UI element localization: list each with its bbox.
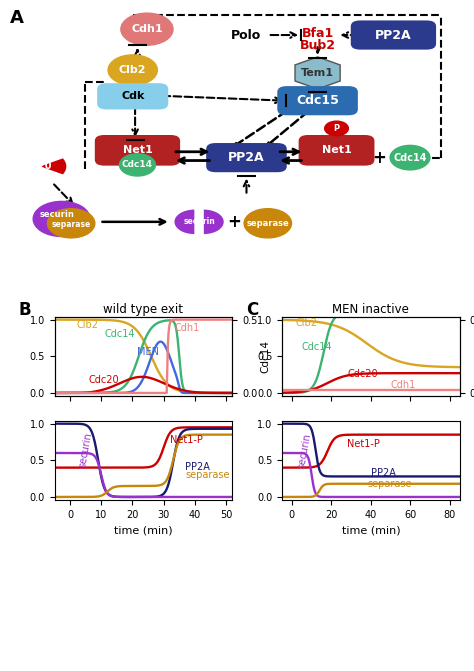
Text: Clb2: Clb2: [76, 321, 98, 330]
Text: separase: separase: [185, 470, 230, 480]
Text: securin: securin: [39, 210, 74, 219]
Text: Clb2: Clb2: [119, 65, 146, 75]
Text: +: +: [372, 148, 386, 166]
Text: Polo: Polo: [231, 29, 262, 42]
Text: Net1: Net1: [123, 146, 152, 155]
Text: Cdc14: Cdc14: [104, 329, 135, 340]
Circle shape: [108, 55, 157, 85]
Text: Cdc14: Cdc14: [122, 160, 153, 169]
FancyBboxPatch shape: [351, 20, 436, 50]
Text: PP2A: PP2A: [228, 151, 265, 164]
Text: Cdc14: Cdc14: [393, 152, 427, 162]
Text: P: P: [334, 124, 339, 133]
Text: +: +: [228, 213, 242, 231]
Text: securin: securin: [297, 433, 313, 470]
Text: Cdc15: Cdc15: [296, 94, 339, 107]
Text: Net1-P: Net1-P: [170, 435, 203, 446]
Text: Bub2: Bub2: [300, 39, 336, 52]
Text: Cdc20: Cdc20: [89, 374, 119, 384]
Text: securin: securin: [78, 431, 94, 468]
Circle shape: [244, 209, 292, 238]
Wedge shape: [174, 209, 194, 234]
Text: Cdk: Cdk: [121, 91, 145, 101]
Title: MEN inactive: MEN inactive: [332, 303, 410, 315]
Text: PP2A: PP2A: [375, 29, 412, 42]
Circle shape: [47, 209, 95, 238]
X-axis label: time (min): time (min): [342, 525, 400, 535]
Text: Cdh1: Cdh1: [131, 24, 163, 34]
Text: A: A: [9, 9, 23, 27]
Text: B: B: [19, 301, 32, 319]
Text: Cdh1: Cdh1: [391, 380, 416, 390]
Text: separase: separase: [246, 219, 289, 227]
Text: Tem1: Tem1: [301, 68, 334, 78]
Y-axis label: Cdc14: Cdc14: [260, 340, 270, 373]
Wedge shape: [40, 158, 66, 174]
Circle shape: [325, 121, 348, 136]
Text: Cdc14: Cdc14: [302, 342, 332, 352]
Circle shape: [33, 201, 90, 236]
Text: Net1-P: Net1-P: [347, 439, 380, 449]
FancyBboxPatch shape: [206, 143, 287, 172]
Text: MEN: MEN: [137, 347, 159, 357]
X-axis label: time (min): time (min): [114, 525, 173, 535]
Text: Bfa1: Bfa1: [301, 27, 334, 40]
FancyBboxPatch shape: [277, 86, 358, 115]
Text: PP2A: PP2A: [185, 462, 210, 472]
Text: C: C: [246, 301, 259, 319]
Text: Cdh1: Cdh1: [174, 323, 200, 333]
Wedge shape: [204, 209, 224, 234]
Text: separase: separase: [52, 220, 91, 229]
Circle shape: [121, 13, 173, 45]
Text: Cdc20: Cdc20: [19, 161, 52, 171]
Title: wild type exit: wild type exit: [103, 303, 183, 315]
Text: Net1: Net1: [322, 146, 351, 155]
Circle shape: [390, 146, 430, 170]
Polygon shape: [295, 57, 340, 89]
Circle shape: [119, 154, 155, 176]
Text: separase: separase: [367, 478, 411, 488]
FancyBboxPatch shape: [97, 83, 168, 109]
Text: Clb2: Clb2: [296, 317, 318, 327]
Text: securin: securin: [183, 217, 215, 226]
Text: PP2A: PP2A: [371, 468, 396, 478]
FancyBboxPatch shape: [299, 135, 374, 166]
Text: Cdc20: Cdc20: [347, 369, 378, 379]
FancyBboxPatch shape: [95, 135, 180, 166]
